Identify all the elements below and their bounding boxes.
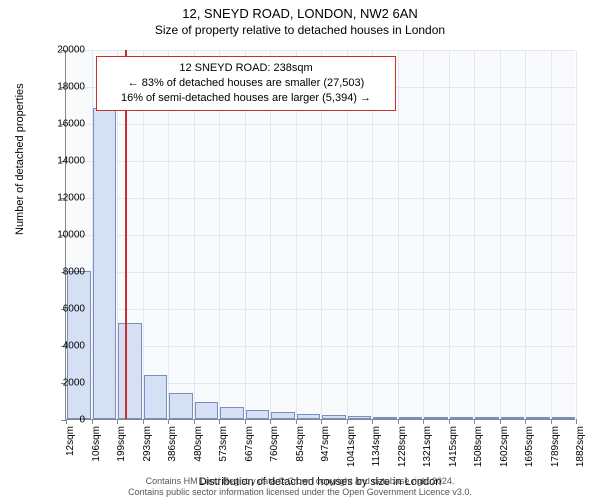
x-tick-label: 1321sqm xyxy=(422,426,433,476)
x-tick-label: 947sqm xyxy=(320,426,331,476)
histogram-bar xyxy=(373,417,397,419)
histogram-bar xyxy=(322,415,346,419)
footer-line-2: Contains public sector information licen… xyxy=(0,487,600,498)
x-tick-label: 1415sqm xyxy=(448,426,459,476)
callout-line: 12 SNEYD ROAD: 238sqm xyxy=(103,61,389,76)
x-tick-label: 1789sqm xyxy=(550,426,561,476)
y-tick-label: 14000 xyxy=(41,156,85,167)
x-tick-label: 854sqm xyxy=(295,426,306,476)
x-tick-mark xyxy=(576,419,577,424)
histogram-bar xyxy=(475,417,499,419)
y-tick-label: 16000 xyxy=(41,119,85,130)
x-tick-mark xyxy=(219,419,220,424)
x-tick-mark xyxy=(525,419,526,424)
x-tick-mark xyxy=(296,419,297,424)
x-tick-label: 760sqm xyxy=(269,426,280,476)
x-tick-label: 1508sqm xyxy=(473,426,484,476)
x-tick-mark xyxy=(500,419,501,424)
chart-subtitle: Size of property relative to detached ho… xyxy=(0,21,600,37)
x-tick-mark xyxy=(321,419,322,424)
callout-line: ← 83% of detached houses are smaller (27… xyxy=(103,76,389,91)
y-tick-label: 18000 xyxy=(41,82,85,93)
histogram-bar xyxy=(399,417,423,419)
x-tick-label: 12sqm xyxy=(65,426,76,476)
x-tick-mark xyxy=(168,419,169,424)
y-tick-label: 10000 xyxy=(41,230,85,241)
x-tick-mark xyxy=(270,419,271,424)
x-tick-label: 386sqm xyxy=(167,426,178,476)
x-tick-label: 1602sqm xyxy=(499,426,510,476)
x-tick-mark xyxy=(347,419,348,424)
histogram-bar xyxy=(169,393,193,419)
histogram-bar xyxy=(450,417,474,419)
plot-area: 12 SNEYD ROAD: 238sqm← 83% of detached h… xyxy=(65,50,575,420)
grid-line xyxy=(551,50,552,419)
x-tick-label: 573sqm xyxy=(218,426,229,476)
grid-line xyxy=(398,50,399,419)
y-tick-label: 0 xyxy=(41,415,85,426)
histogram-bar xyxy=(348,416,372,419)
histogram-bar xyxy=(552,417,576,419)
histogram-bar xyxy=(195,402,219,419)
histogram-bar xyxy=(501,417,525,419)
x-tick-mark xyxy=(423,419,424,424)
histogram-bar xyxy=(220,407,244,419)
footer-attribution: Contains HM Land Registry data © Crown c… xyxy=(0,476,600,498)
x-tick-label: 1882sqm xyxy=(575,426,586,476)
y-tick-label: 6000 xyxy=(41,304,85,315)
chart-area: 12 SNEYD ROAD: 238sqm← 83% of detached h… xyxy=(65,50,575,420)
y-tick-label: 4000 xyxy=(41,341,85,352)
callout-line: 16% of semi-detached houses are larger (… xyxy=(103,91,389,106)
grid-line xyxy=(449,50,450,419)
histogram-bar xyxy=(271,412,295,419)
histogram-bar xyxy=(297,414,321,419)
x-tick-mark xyxy=(245,419,246,424)
y-axis-label: Number of detached properties xyxy=(14,83,26,235)
y-tick-label: 8000 xyxy=(41,267,85,278)
x-tick-mark xyxy=(474,419,475,424)
grid-line xyxy=(500,50,501,419)
x-tick-label: 199sqm xyxy=(116,426,127,476)
grid-line xyxy=(423,50,424,419)
footer-line-1: Contains HM Land Registry data © Crown c… xyxy=(0,476,600,487)
grid-line xyxy=(576,50,577,419)
grid-line xyxy=(474,50,475,419)
histogram-bar xyxy=(93,108,117,419)
callout-box: 12 SNEYD ROAD: 238sqm← 83% of detached h… xyxy=(96,56,396,111)
histogram-bar xyxy=(118,323,142,419)
y-tick-label: 20000 xyxy=(41,45,85,56)
y-tick-label: 2000 xyxy=(41,378,85,389)
x-tick-mark xyxy=(194,419,195,424)
x-tick-mark xyxy=(449,419,450,424)
x-tick-mark xyxy=(372,419,373,424)
x-tick-label: 480sqm xyxy=(193,426,204,476)
histogram-bar xyxy=(144,375,168,419)
histogram-bar xyxy=(424,417,448,419)
x-tick-label: 106sqm xyxy=(91,426,102,476)
x-tick-mark xyxy=(92,419,93,424)
x-tick-mark xyxy=(551,419,552,424)
histogram-bar xyxy=(246,410,270,419)
x-tick-label: 1041sqm xyxy=(346,426,357,476)
chart-title: 12, SNEYD ROAD, LONDON, NW2 6AN xyxy=(0,0,600,21)
grid-line xyxy=(525,50,526,419)
x-tick-label: 667sqm xyxy=(244,426,255,476)
x-tick-mark xyxy=(143,419,144,424)
x-tick-label: 1228sqm xyxy=(397,426,408,476)
x-tick-label: 1695sqm xyxy=(524,426,535,476)
histogram-bar xyxy=(526,417,550,419)
x-tick-mark xyxy=(117,419,118,424)
x-tick-label: 293sqm xyxy=(142,426,153,476)
y-tick-label: 12000 xyxy=(41,193,85,204)
x-tick-mark xyxy=(398,419,399,424)
chart-container: 12, SNEYD ROAD, LONDON, NW2 6AN Size of … xyxy=(0,0,600,500)
x-tick-label: 1134sqm xyxy=(371,426,382,476)
